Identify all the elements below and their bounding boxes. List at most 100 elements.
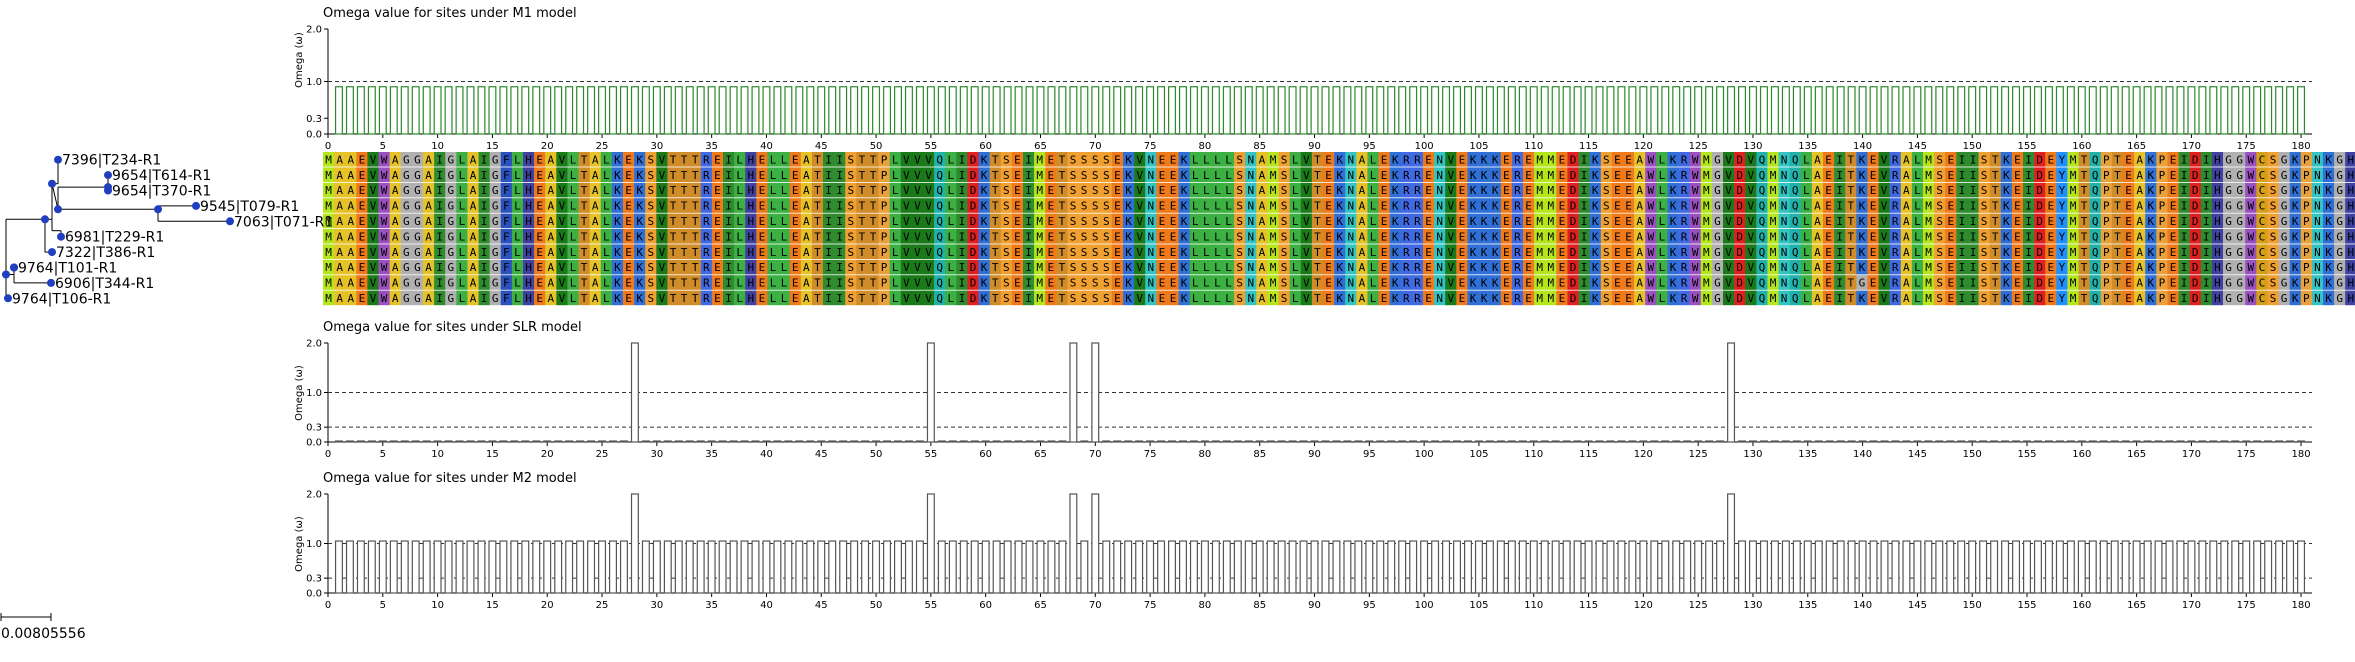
residue-letter: Q bbox=[2092, 230, 2099, 243]
omega-bar bbox=[2088, 540, 2097, 594]
residue-letter: N bbox=[1147, 292, 1154, 305]
residue-cell bbox=[1834, 290, 1846, 306]
residue-letter: E bbox=[1870, 153, 1877, 166]
residue-cell bbox=[2211, 290, 2224, 306]
residue-cell bbox=[2123, 213, 2135, 229]
residue-letter: S bbox=[1070, 261, 1077, 274]
omega-bar bbox=[630, 493, 639, 594]
residue-letter: D bbox=[2036, 230, 2043, 243]
residue-cell bbox=[645, 290, 657, 306]
omega-bar bbox=[554, 540, 563, 594]
residue-cell bbox=[878, 259, 890, 275]
residue-letter: N bbox=[1247, 246, 1254, 259]
residue-cell bbox=[1045, 290, 1057, 306]
residue-cell bbox=[934, 167, 946, 182]
residue-letter: M bbox=[1270, 261, 1277, 274]
residue-cell bbox=[1778, 244, 1790, 259]
residue-cell bbox=[1867, 198, 1879, 213]
residue-letter: K bbox=[1125, 246, 1132, 259]
residue-cell bbox=[2111, 244, 2124, 259]
residue-cell bbox=[1767, 167, 1779, 182]
residue-cell bbox=[1011, 259, 1024, 275]
residue-letter: I bbox=[836, 277, 843, 290]
residue-letter: A bbox=[1903, 246, 1910, 259]
residue-cell bbox=[1167, 182, 1179, 198]
residue-letter: G bbox=[414, 153, 421, 166]
residue-cell bbox=[1323, 275, 1335, 290]
residue-letter: H bbox=[747, 215, 754, 228]
residue-cell bbox=[711, 213, 724, 229]
residue-cell bbox=[700, 167, 713, 182]
x-tick-label: 160 bbox=[2072, 141, 2091, 152]
residue-cell bbox=[1789, 244, 1802, 259]
residue-cell bbox=[1967, 182, 1979, 198]
residue-letter: E bbox=[2014, 200, 2021, 213]
residue-cell bbox=[1367, 152, 1379, 167]
residue-letter: V bbox=[1447, 292, 1454, 305]
residue-letter: K bbox=[1336, 261, 1343, 274]
residue-letter: T bbox=[1059, 153, 1066, 166]
residue-cell bbox=[1156, 198, 1168, 213]
residue-cell bbox=[2267, 198, 2279, 213]
residue-cell bbox=[923, 244, 935, 259]
residue-cell bbox=[1589, 198, 1602, 213]
residue-cell bbox=[889, 198, 902, 213]
residue-cell bbox=[2089, 198, 2102, 213]
residue-cell bbox=[1134, 244, 1146, 259]
omega-bar bbox=[1474, 86, 1483, 135]
residue-letter: S bbox=[1103, 246, 1110, 259]
residue-letter: R bbox=[1892, 246, 1899, 259]
residue-cell bbox=[1034, 198, 1046, 213]
omega-bar bbox=[619, 86, 628, 135]
residue-cell bbox=[2278, 167, 2290, 182]
residue-cell bbox=[600, 259, 613, 275]
residue-cell bbox=[1400, 275, 1413, 290]
omega-bar bbox=[1222, 86, 1231, 135]
residue-cell bbox=[556, 259, 568, 275]
residue-cell bbox=[1878, 167, 1890, 182]
residue-cell bbox=[2289, 259, 2302, 275]
residue-letter: L bbox=[770, 261, 777, 274]
residue-cell bbox=[1611, 244, 1624, 259]
residue-letter: E bbox=[1325, 246, 1332, 259]
residue-letter: E bbox=[1625, 184, 1632, 197]
residue-letter: T bbox=[1847, 169, 1854, 182]
residue-letter: T bbox=[1314, 261, 1321, 274]
residue-letter: L bbox=[781, 292, 788, 305]
residue-letter: V bbox=[659, 169, 666, 182]
residue-cell bbox=[1056, 259, 1068, 275]
residue-cell bbox=[711, 167, 724, 182]
residue-cell bbox=[1523, 290, 1535, 306]
residue-cell bbox=[1556, 275, 1568, 290]
residue-cell bbox=[1411, 229, 1424, 244]
residue-cell bbox=[1056, 182, 1068, 198]
residue-letter: K bbox=[2292, 184, 2299, 197]
residue-letter: R bbox=[1514, 230, 1521, 243]
residue-letter: V bbox=[903, 153, 910, 166]
omega-bar bbox=[1168, 440, 1177, 443]
residue-cell bbox=[2334, 152, 2346, 167]
omega-bar bbox=[1584, 540, 1593, 594]
omega-bar bbox=[488, 86, 497, 135]
residue-cell bbox=[567, 229, 579, 244]
residue-cell bbox=[578, 198, 590, 213]
residue-letter: L bbox=[892, 215, 899, 228]
residue-cell bbox=[1567, 167, 1579, 182]
residue-cell bbox=[1178, 290, 1190, 306]
residue-letter: T bbox=[2114, 261, 2121, 274]
residue-letter: P bbox=[2159, 169, 2166, 182]
omega-bar bbox=[1946, 86, 1955, 135]
residue-cell bbox=[1356, 152, 1368, 167]
residue-cell bbox=[1689, 229, 1702, 244]
residue-letter: A bbox=[425, 169, 432, 182]
residue-cell bbox=[2134, 213, 2146, 229]
residue-cell bbox=[1278, 213, 1290, 229]
residue-cell bbox=[411, 167, 424, 182]
residue-letter: E bbox=[1325, 215, 1332, 228]
residue-cell bbox=[700, 275, 713, 290]
residue-letter: W bbox=[2247, 246, 2254, 259]
residue-cell bbox=[823, 259, 835, 275]
residue-cell bbox=[1478, 213, 1490, 229]
residue-cell bbox=[589, 290, 602, 306]
omega-bar bbox=[1540, 86, 1549, 135]
